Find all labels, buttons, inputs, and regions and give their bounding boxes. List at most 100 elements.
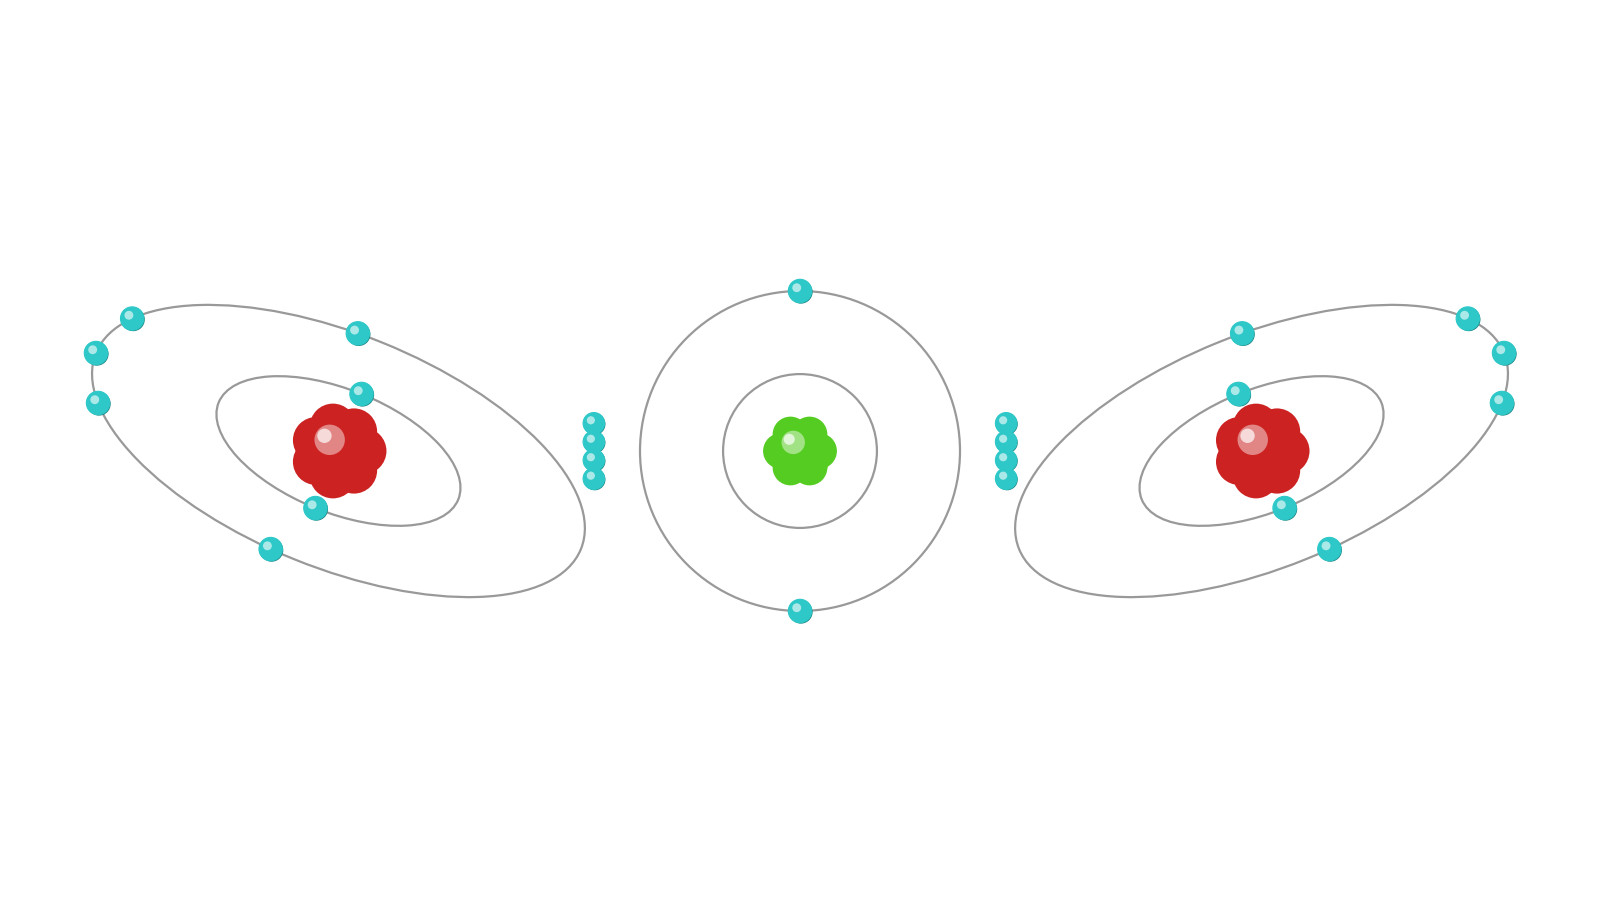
Circle shape xyxy=(309,422,368,481)
Circle shape xyxy=(310,405,357,451)
Circle shape xyxy=(1234,424,1301,491)
Circle shape xyxy=(1230,322,1254,346)
Circle shape xyxy=(354,386,363,396)
Circle shape xyxy=(125,312,133,321)
Circle shape xyxy=(582,413,605,434)
Circle shape xyxy=(331,409,378,455)
Circle shape xyxy=(995,450,1018,471)
Circle shape xyxy=(1274,497,1296,520)
Circle shape xyxy=(1240,429,1254,443)
Circle shape xyxy=(792,603,802,612)
Circle shape xyxy=(307,501,317,509)
Circle shape xyxy=(584,433,605,454)
Circle shape xyxy=(1216,439,1262,486)
Circle shape xyxy=(310,452,357,498)
Circle shape xyxy=(88,346,98,355)
Circle shape xyxy=(995,432,1018,453)
Circle shape xyxy=(587,435,595,443)
Circle shape xyxy=(1496,346,1506,355)
Circle shape xyxy=(1232,323,1254,347)
Circle shape xyxy=(773,417,808,452)
Circle shape xyxy=(293,417,339,464)
Circle shape xyxy=(997,433,1018,454)
Circle shape xyxy=(1322,542,1331,551)
Circle shape xyxy=(584,451,605,472)
Circle shape xyxy=(784,434,795,445)
Circle shape xyxy=(584,470,605,490)
Circle shape xyxy=(1456,308,1480,330)
Circle shape xyxy=(998,472,1008,480)
Circle shape xyxy=(1234,452,1280,498)
Circle shape xyxy=(1235,326,1243,335)
Circle shape xyxy=(90,396,99,405)
Circle shape xyxy=(773,451,808,486)
Circle shape xyxy=(347,323,371,347)
Circle shape xyxy=(315,425,346,455)
Circle shape xyxy=(789,600,811,623)
Circle shape xyxy=(1232,422,1291,481)
Circle shape xyxy=(122,309,144,331)
Circle shape xyxy=(778,428,822,475)
Circle shape xyxy=(1490,392,1514,415)
Circle shape xyxy=(1216,417,1262,464)
Circle shape xyxy=(792,417,827,452)
Circle shape xyxy=(310,424,379,491)
Circle shape xyxy=(998,435,1008,443)
Circle shape xyxy=(1494,396,1502,405)
Circle shape xyxy=(293,439,339,486)
Circle shape xyxy=(998,453,1008,461)
Circle shape xyxy=(1230,386,1240,396)
Circle shape xyxy=(779,430,830,482)
Circle shape xyxy=(763,433,798,470)
Circle shape xyxy=(995,413,1018,434)
Circle shape xyxy=(1274,498,1298,521)
Circle shape xyxy=(1493,342,1515,366)
Circle shape xyxy=(88,393,110,416)
Circle shape xyxy=(85,343,109,367)
Circle shape xyxy=(1277,501,1286,509)
Circle shape xyxy=(304,497,326,520)
Circle shape xyxy=(85,342,107,366)
Circle shape xyxy=(1227,383,1250,406)
Circle shape xyxy=(582,450,605,471)
Circle shape xyxy=(587,472,595,480)
Circle shape xyxy=(259,538,282,561)
Circle shape xyxy=(120,308,144,330)
Circle shape xyxy=(997,414,1018,435)
Circle shape xyxy=(341,428,387,475)
Circle shape xyxy=(1318,539,1342,562)
Circle shape xyxy=(792,284,802,293)
Circle shape xyxy=(1227,384,1251,407)
Circle shape xyxy=(995,469,1018,490)
Circle shape xyxy=(1458,309,1480,331)
Circle shape xyxy=(1491,393,1515,416)
Circle shape xyxy=(584,414,605,435)
Circle shape xyxy=(1237,425,1267,455)
Circle shape xyxy=(331,448,378,494)
Circle shape xyxy=(350,384,374,407)
Circle shape xyxy=(346,322,370,346)
Circle shape xyxy=(587,453,595,461)
Circle shape xyxy=(1493,343,1517,367)
Circle shape xyxy=(789,281,813,304)
Circle shape xyxy=(781,432,805,454)
Circle shape xyxy=(262,542,272,551)
Circle shape xyxy=(1318,538,1341,561)
Circle shape xyxy=(304,498,328,521)
Circle shape xyxy=(350,326,358,335)
Circle shape xyxy=(997,451,1018,472)
Circle shape xyxy=(792,451,827,486)
Circle shape xyxy=(582,432,605,453)
Circle shape xyxy=(350,383,373,406)
Circle shape xyxy=(317,429,331,443)
Circle shape xyxy=(1262,428,1309,475)
Circle shape xyxy=(997,470,1018,490)
Circle shape xyxy=(587,417,595,425)
Circle shape xyxy=(789,600,813,624)
Circle shape xyxy=(1234,405,1280,451)
Circle shape xyxy=(582,469,605,490)
Circle shape xyxy=(1254,409,1301,455)
Circle shape xyxy=(1254,448,1301,494)
Circle shape xyxy=(86,392,110,415)
Circle shape xyxy=(998,417,1008,425)
